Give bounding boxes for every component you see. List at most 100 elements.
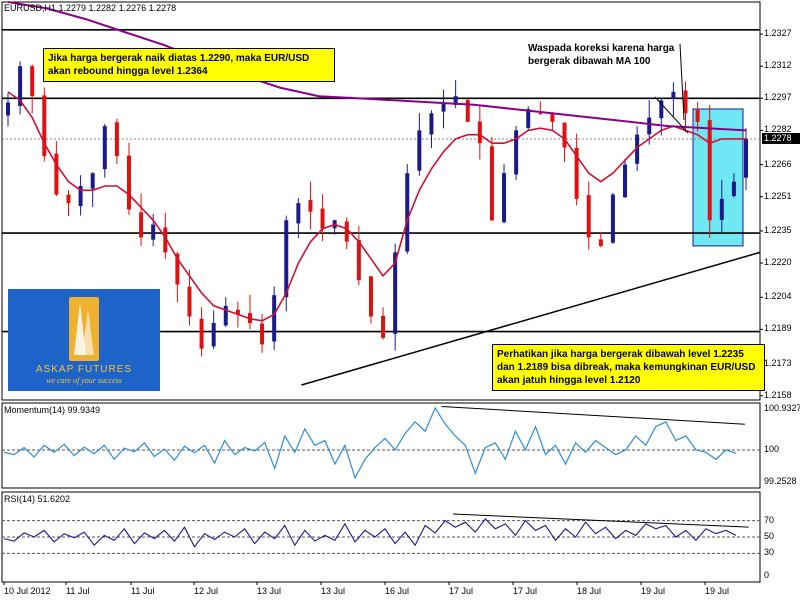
candle-body [235,309,240,315]
note-bearish-target: Perhatikan jika harga bergerak dibawah l… [492,344,765,391]
askap-futures-logo: ASKAP FUTURES we care of your success [8,289,160,391]
price-tick-label: 1.2266 [764,158,792,169]
note-ma-warning: Waspada koreksi karena harga bergerak di… [528,43,675,67]
annotation-arrow [654,96,689,134]
price-tick-label: 1.2312 [764,60,792,71]
time-tick-label: 11 Jul [131,586,155,596]
time-tick-label: 12 Jul [194,586,219,596]
candle-body [659,100,664,119]
candle-body [707,120,712,221]
panel-frame-0 [1,1,761,401]
candle-body [562,122,567,148]
rsi-tick-label: 30 [764,547,775,558]
candle-body [429,113,434,135]
panel-frame-2 [1,491,761,583]
momentum-title: Momentum(14) 99.9349 [4,405,101,415]
candle-body [126,155,131,210]
candle-body [441,102,446,112]
candle-body [187,286,192,317]
candle-body [344,221,349,242]
highlight-box [692,108,744,247]
candle-body [538,113,543,115]
note-bullish-target: Jika harga bergerak naik diatas 1.2290, … [43,48,335,82]
time-tick-label: 19 Jul [641,586,666,596]
candle-body [526,108,531,128]
candle-body [719,198,724,220]
price-tick-label: 1.2251 [764,190,792,201]
candle-body [30,66,35,97]
price-tick-label: 1.2158 [764,389,792,400]
time-tick-label: 17 Jul [449,586,474,596]
candle-body [42,95,47,157]
candle-body [296,203,301,224]
candle-body [54,153,59,195]
candle-body [368,276,373,317]
candle-body [223,305,228,326]
candle-body [139,212,144,238]
candle-body [320,208,325,229]
candle-body [514,130,519,175]
price-tick-label: 1.2327 [764,28,792,39]
candle-body [199,318,204,349]
logo-name: ASKAP FUTURES [35,364,133,375]
candle-body [163,227,168,253]
price-tick-label: 1.2204 [764,291,792,302]
candle-body [114,122,119,157]
candle-body [6,102,10,116]
annotation-arrow [679,43,685,121]
candle-body [671,91,676,100]
time-tick-label: 13 Jul [257,586,282,596]
candle-body [417,130,422,171]
candle-body [635,134,640,164]
ma-slow-line [7,1,747,132]
panel-frame-1 [1,402,761,489]
price-tick-label: 1.2282 [764,124,792,135]
momentum-tick-label: 99.2528 [764,476,797,486]
candle-body [623,164,628,198]
candle-body [502,173,507,223]
candle-body [465,100,470,122]
candle-body [405,173,410,252]
candle-body [66,194,71,204]
price-tick-label: 1.2189 [764,323,792,334]
logo-tagline: we care of your success [46,376,122,385]
support-trendline [301,251,761,386]
candle-body [744,138,748,178]
candle-body [695,109,700,122]
candle-body [586,195,591,238]
candle-body [284,220,289,298]
candle-body [453,96,458,105]
candle-body [90,173,95,189]
rsi-tick-label: 70 [764,514,775,525]
candle-body [731,181,736,197]
candle-body [393,252,398,334]
candle-body [272,295,277,342]
rsi-trendline [452,513,749,528]
price-tick-label: 1.2235 [764,224,792,235]
candle-body [260,323,265,345]
time-tick-label: 13 Jul [321,586,346,596]
time-tick-label: 11 Jul [66,586,90,596]
time-tick-label: 18 Jul [577,586,602,596]
momentum-trendline [441,405,745,425]
candle-body [102,126,107,170]
time-tick-label: 17 Jul [513,586,538,596]
momentum-tick-label: 100 [764,443,780,454]
main-chart-title: EURUSD,H1 1.2279 1.2282 1.2276 1.2278 [4,3,177,13]
rsi-line [3,518,737,548]
time-tick-label: 16 Jul [385,586,410,596]
time-tick-label: 19 Jul [705,586,730,596]
price-tick-label: 1.2297 [764,92,792,103]
candle-body [647,117,652,135]
candle-body [610,194,615,243]
candle-body [175,253,180,285]
candle-body [308,200,313,212]
candle-body [78,186,83,207]
logo-emblem-icon [69,297,99,361]
momentum-line [3,406,737,480]
candle-body [574,147,579,199]
candle-body [683,90,688,114]
price-tick-label: 1.2173 [764,357,792,368]
rsi-tick-label: 0 [764,570,770,580]
ma-fast-line [7,91,746,322]
